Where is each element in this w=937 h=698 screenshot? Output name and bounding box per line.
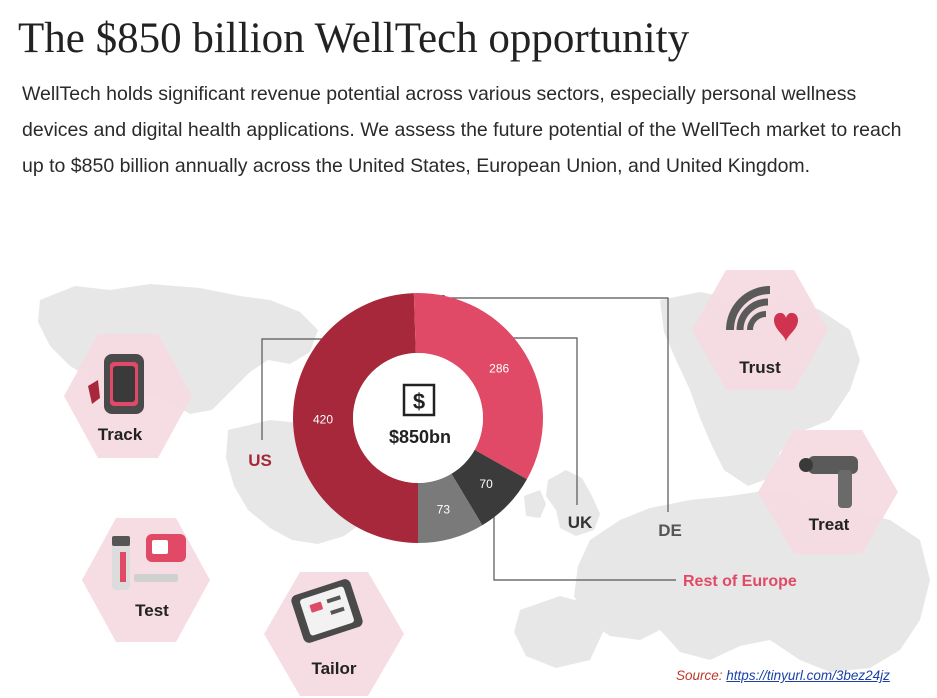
segment-label-tailor: Tailor	[311, 659, 356, 678]
segment-trust: Trust	[692, 270, 828, 390]
donut-center-label: $850bn	[389, 427, 451, 447]
segment-label-test: Test	[135, 601, 169, 620]
value-label-uk: 70	[479, 477, 493, 491]
phone-app-icon	[291, 579, 363, 643]
segment-test: Test	[82, 518, 210, 642]
donut-hole	[353, 353, 483, 483]
source-note: Source: https://tinyurl.com/3bez24jz	[676, 668, 890, 683]
slice-de	[418, 473, 483, 543]
map-iberia	[514, 596, 604, 668]
region-label-de: DE	[658, 521, 682, 540]
value-label-rest-of-europe: 286	[489, 362, 509, 376]
segment-label-trust: Trust	[739, 358, 781, 377]
test-kit-icon	[112, 534, 186, 590]
map-ireland	[524, 490, 546, 518]
segment-track: Track	[64, 334, 192, 458]
source-label: Source:	[676, 668, 723, 683]
leader-line-uk	[500, 337, 578, 505]
segment-label-treat: Treat	[809, 515, 850, 534]
slice-us	[292, 293, 418, 543]
hexagon-trust	[692, 270, 828, 390]
segment-label-track: Track	[98, 425, 143, 444]
hexagon-treat	[758, 430, 898, 554]
source-link[interactable]: https://tinyurl.com/3bez24jz	[726, 668, 890, 683]
massage-gun-icon	[799, 456, 858, 508]
segment-hexagons: Track Test Tailor	[64, 270, 898, 696]
wifi-heart-icon	[726, 286, 798, 342]
fitness-band-icon	[88, 354, 144, 414]
intro-paragraph: WellTech holds significant revenue poten…	[22, 83, 902, 177]
region-label-us: US	[248, 451, 272, 470]
value-label-us: 420	[313, 413, 333, 427]
leader-line-de	[443, 297, 669, 512]
slice-uk	[451, 449, 527, 526]
segment-tailor: Tailor	[264, 572, 404, 696]
donut-chart: 420 286 70 73 $ $850bn	[292, 293, 544, 543]
slice-rest-of-europe	[413, 293, 544, 480]
value-label-de: 73	[437, 503, 451, 517]
region-label-uk: UK	[568, 513, 593, 532]
region-label-rest-of-europe: Rest of Europe	[683, 573, 797, 590]
dollar-icon: $	[402, 383, 436, 417]
map-uk	[546, 470, 600, 536]
segment-treat: Treat	[758, 430, 898, 554]
dollar-icon-glyph: $	[413, 389, 425, 414]
page-title: The $850 billion WellTech opportunity	[18, 15, 690, 62]
